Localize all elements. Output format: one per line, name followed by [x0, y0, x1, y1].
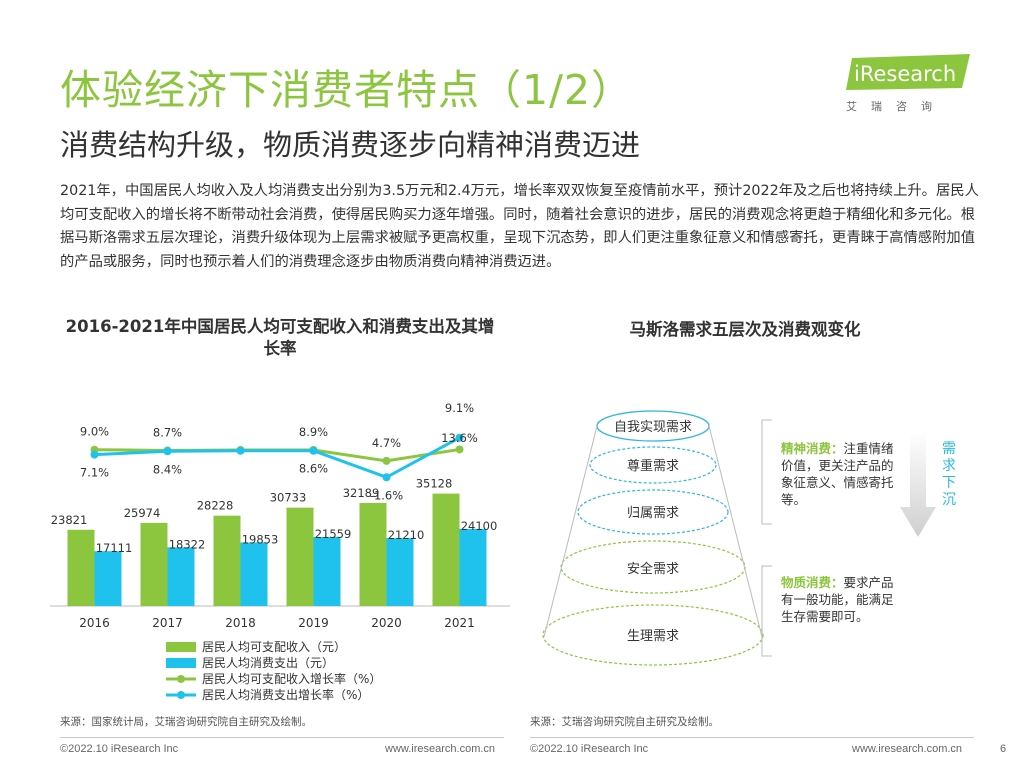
bar-income-2021: [432, 493, 460, 606]
logo-subtext: 艾瑞咨询: [846, 100, 946, 113]
point-label-consumption-growth-2020: -1.6%: [370, 488, 403, 502]
bar-label-income-2019: 30733: [270, 491, 307, 505]
x-tick-2019: 2019: [298, 616, 329, 630]
material-consumption-head: 物质消费：: [781, 575, 844, 590]
demand-sinking-label: 需求下沉: [942, 441, 956, 508]
cone-right-edge: [708, 425, 763, 638]
point-label-income-growth-2020: 4.7%: [372, 436, 401, 450]
spiritual-consumption-text: 精神消费：注重情绪价值，更关注产品的象征意义、情感寄托等。: [781, 440, 901, 508]
bar-label-consumption-2016: 17111: [96, 541, 133, 555]
page-number: 6: [1000, 743, 1007, 755]
source-left: 来源：国家统计局，艾瑞咨询研究院自主研究及绘制。: [60, 716, 312, 728]
bar-consumption-2021: [459, 528, 487, 606]
point-label-consumption-growth-2016: 7.1%: [80, 466, 109, 480]
chart-title: 2016-2021年中国居民人均可支配收入和消费支出及其增长率: [65, 317, 495, 358]
bar-label-consumption-2019: 21559: [315, 527, 352, 541]
line-consumption-growth: [94, 436, 461, 479]
bar-label-consumption-2018: 19853: [242, 532, 279, 546]
source-right: 来源：艾瑞咨询研究院自主研究及绘制。: [530, 716, 719, 728]
bar-consumption-2018: [240, 542, 268, 606]
down-arrow-icon: [900, 432, 936, 537]
legend-swatch-dot-3: [177, 691, 185, 699]
layer-ellipse-4: [589, 446, 717, 484]
spiritual-consumption-head: 精神消费：: [781, 441, 844, 456]
layer-label-self-actualization: 自我实现需求: [614, 420, 692, 435]
bar-income-2017: [140, 522, 168, 606]
point-consumption-growth-2021: [455, 433, 464, 442]
point-label-consumption-growth-2021: 13.6%: [441, 431, 478, 445]
bar-label-income-2020: 32189: [343, 486, 380, 500]
bar-income-2018: [213, 515, 241, 606]
layer-label-physiological: 生理需求: [627, 629, 679, 644]
footer-url-left: www.iresearch.com.cn: [385, 743, 496, 755]
logo-brand: iResearch: [854, 62, 956, 86]
bar-label-income-2018: 28228: [197, 499, 234, 513]
bar-consumption-2019: [313, 537, 341, 606]
cone-left-edge: [543, 425, 598, 638]
income-consumption-chart: 23821 17111 2016 25974 18322 2017 28228 19853 20…: [50, 401, 510, 702]
layer-label-belonging: 归属需求: [627, 506, 679, 521]
x-tick-2016: 2016: [79, 616, 110, 630]
legend-swatch-0: [166, 642, 196, 652]
spiritual-consumption-body: 注重情绪价值，更关注产品的象征意义、情感寄托等。: [781, 441, 894, 507]
logo-shape: iResearch: [846, 54, 970, 90]
point-label-income-growth-2019: 8.9%: [299, 425, 328, 439]
x-tick-2021: 2021: [444, 616, 475, 630]
footer-divider-left: [60, 737, 504, 738]
legend-swatch-1: [166, 658, 196, 668]
page-subtitle: 消费结构升级，物质消费逐步向精神消费迈进: [60, 128, 641, 162]
intro-paragraph: 2021年，中国居民人均收入及人均消费支出分别为3.5万元和2.4万元，增长率双…: [60, 183, 979, 270]
material-consumption-text: 物质消费：要求产品有一般功能，能满足生存需要即可。: [781, 574, 901, 625]
point-consumption-growth-2017: [163, 447, 172, 456]
point-label-consumption-growth-2019: 8.6%: [299, 462, 328, 476]
point-income-growth-2021: [455, 445, 464, 454]
bar-consumption-2017: [167, 547, 195, 606]
layer-label-esteem: 尊重需求: [627, 458, 679, 474]
bar-consumption-2020: [386, 538, 414, 606]
point-label-consumption-growth-2017: 8.4%: [153, 462, 182, 476]
material-consumption-body: 要求产品有一般功能，能满足生存需要即可。: [781, 575, 894, 624]
bar-income-2019: [286, 507, 314, 606]
bar-income-2016: [67, 529, 95, 606]
bracket-lines: [761, 419, 772, 657]
point-income-growth-2020: [382, 456, 391, 465]
legend-label-1: 居民人均消费支出（元）: [202, 656, 334, 670]
layer-ellipse-1: [542, 604, 764, 666]
x-tick-2017: 2017: [152, 616, 183, 630]
page-title: 体验经济下消费者特点（1/2）: [60, 66, 633, 114]
legend-label-3: 居民人均消费支出增长率（%）: [202, 687, 369, 702]
legend-swatch-dot-2: [177, 675, 185, 683]
iresearch-logo: iResearch 艾瑞咨询: [846, 52, 976, 122]
point-consumption-growth-2016: [90, 450, 99, 459]
bar-label-income-2021: 35128: [416, 477, 453, 491]
bar-income-2020: [359, 502, 387, 606]
bar-label-income-2016: 23821: [51, 513, 88, 527]
layer-label-safety: 安全需求: [627, 561, 679, 577]
point-label-income-growth-2016: 9.0%: [80, 425, 109, 439]
x-tick-2018: 2018: [225, 616, 256, 630]
point-consumption-growth-2020: [382, 473, 391, 482]
legend-label-2: 居民人均可支配收入增长率（%）: [202, 671, 381, 686]
bar-label-consumption-2020: 21210: [388, 528, 425, 542]
x-tick-2020: 2020: [371, 616, 402, 630]
legend-label-0: 居民人均可支配收入（元）: [202, 640, 346, 654]
bar-consumption-2016: [94, 551, 122, 606]
layer-ellipse-2: [560, 540, 746, 594]
maslow-diagram: 自我实现需求 尊重需求 归属需求 安全需求 生理需求: [542, 410, 764, 666]
point-consumption-growth-2019: [309, 446, 318, 455]
point-consumption-growth-2018: [236, 446, 245, 455]
maslow-title: 马斯洛需求五层次及消费观变化: [629, 320, 861, 339]
bar-label-consumption-2021: 24100: [461, 519, 498, 533]
footer-copyright-right: ©2022.10 iResearch Inc: [530, 743, 649, 755]
layer-ellipse-3: [577, 489, 729, 535]
point-label-income-growth-2021: 9.1%: [445, 401, 474, 415]
footer-url-right: www.iresearch.com.cn: [852, 743, 963, 755]
point-label-income-growth-2017: 8.7%: [153, 425, 182, 439]
bar-label-income-2017: 25974: [124, 506, 161, 520]
footer-copyright-left: ©2022.10 iResearch Inc: [60, 743, 179, 755]
footer-divider-right: [530, 737, 974, 738]
bar-label-consumption-2017: 18322: [169, 537, 206, 551]
